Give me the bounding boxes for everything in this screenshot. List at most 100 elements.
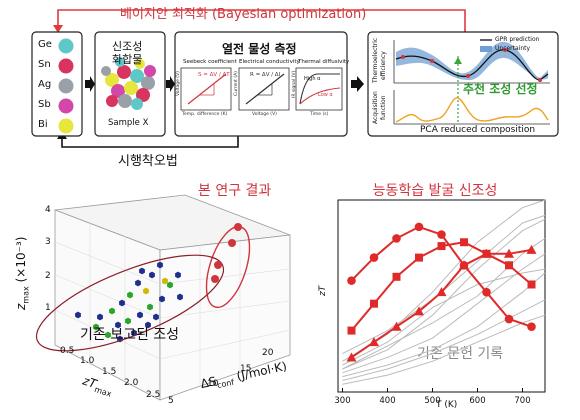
series-line-triangle (350, 248, 532, 359)
gpr-legend-prediction: GPR prediction (495, 36, 540, 43)
y-tick: 10 (207, 379, 219, 389)
scatter-point (159, 295, 165, 303)
scatter-point (125, 317, 131, 325)
data-point-triangle (414, 306, 424, 316)
acquisition-plot (393, 90, 550, 125)
scatter-point (143, 287, 149, 295)
element-circle-ge (58, 38, 74, 54)
seebeck-formula: S = ΔV / ΔT (198, 72, 230, 78)
gpr-legend-uncertainty: Uncertainty (495, 45, 531, 52)
composition-cluster-icon (101, 57, 156, 110)
composition-title-2: 화합물 (112, 53, 143, 66)
x-tick: 2.5 (146, 390, 161, 400)
scatter-point (119, 299, 125, 307)
x-tick: 1.5 (102, 367, 117, 377)
element-circle-ag (58, 78, 74, 94)
literature-line (342, 218, 546, 370)
scatter-point (145, 321, 151, 329)
recommend-label: 추천 조성 선정 (463, 82, 538, 96)
measurement-title: 열전 물성 측정 (222, 42, 297, 56)
scatter-point (109, 307, 115, 315)
data-point-triangle (481, 248, 492, 258)
scatter-point (153, 313, 159, 321)
scatter-point (162, 277, 168, 285)
literature-label: 기존 문헌 기록 (417, 346, 504, 362)
z-tick: 4 (45, 205, 51, 215)
data-point-circle (482, 287, 491, 297)
data-point-triangle (504, 248, 514, 258)
data-point-square (505, 261, 513, 270)
data-point-circle (437, 230, 446, 239)
data-point-triangle (369, 337, 379, 347)
data-point-circle (369, 253, 379, 262)
scatter-point (139, 267, 145, 275)
element-label-sn: Sn (38, 59, 51, 70)
series-line-circle (350, 225, 532, 328)
element-label-sb: Sb (38, 99, 51, 110)
diffusivity-high: High α (304, 76, 321, 82)
x-tick-label: 300 (334, 396, 350, 406)
scatter-point (93, 323, 99, 331)
x-tick: 0.5 (60, 346, 75, 356)
scatter-reported-label: 기존 보고된 조성 (80, 327, 180, 343)
element-label-bi: Bi (38, 119, 48, 130)
line-chart-xlabel: T (K) (436, 400, 458, 410)
diffusivity-panel-icon (295, 67, 343, 111)
literature-line (342, 268, 546, 366)
y-tick: 20 (262, 348, 274, 358)
x-tick-label: 500 (424, 396, 440, 406)
gpr-plot (393, 39, 550, 124)
seebeck-panel-icon (180, 67, 232, 111)
y-tick: 15 (240, 364, 252, 374)
element-circle-sn (58, 58, 74, 74)
data-point-square (370, 299, 378, 308)
z-tick: 1 (45, 303, 51, 313)
scatter-point (167, 281, 173, 289)
line-chart-frame (337, 199, 546, 393)
literature-line (342, 299, 546, 381)
line-chart-title: 능동학습 발굴 신조성 (372, 183, 498, 199)
y-tick: 5 (168, 396, 174, 406)
scatter-point (115, 321, 121, 329)
data-point-square (415, 253, 423, 262)
diffusivity-low: Low α (318, 92, 333, 98)
element-circle-sb (58, 98, 74, 114)
literature-line (342, 199, 546, 362)
data-point-square (392, 272, 401, 281)
scatter-title: 본 연구 결과 (198, 183, 272, 199)
gpr-xlabel: PCA reduced composition (420, 125, 536, 135)
element-circle-bi (58, 118, 74, 134)
conductivity-panel-icon (238, 67, 290, 111)
element-label-ge: Ge (38, 39, 52, 50)
scatter-point (175, 271, 181, 279)
data-point-triangle (459, 260, 469, 270)
scatter-point (135, 279, 141, 287)
literature-line (342, 314, 546, 385)
data-point-square (347, 326, 356, 335)
data-point-square (527, 280, 536, 289)
data-point-circle (414, 222, 424, 232)
literature-line (342, 214, 546, 355)
data-point-triangle (391, 321, 402, 331)
loop-title: 베이지안 최적화 (Bayesian optimization) (120, 7, 367, 22)
z-tick: 2 (45, 271, 51, 281)
line-chart-title-1: 능동학습 발굴 신조성 (372, 181, 498, 202)
x-tick-label: 400 (379, 396, 395, 406)
data-point-square (437, 242, 446, 251)
data-point-circle (347, 276, 356, 285)
scatter-point (97, 313, 103, 321)
scatter-point (147, 303, 153, 311)
element-label-ag: Ag (38, 79, 52, 90)
data-point-circle (527, 322, 536, 332)
conductivity-title: Electrical conductivity (239, 59, 300, 65)
x-tick-label: 700 (514, 396, 530, 406)
x-tick-label: 600 (469, 396, 485, 406)
scatter-point (149, 271, 155, 279)
scatter-point (127, 291, 133, 299)
composition-caption: Sample X (108, 118, 149, 128)
loop-back-label: 시행착오법 (118, 154, 178, 169)
scatter-point (157, 261, 163, 269)
workflow-diagram (31, 9, 559, 148)
scatter3d-plot (35, 194, 291, 401)
